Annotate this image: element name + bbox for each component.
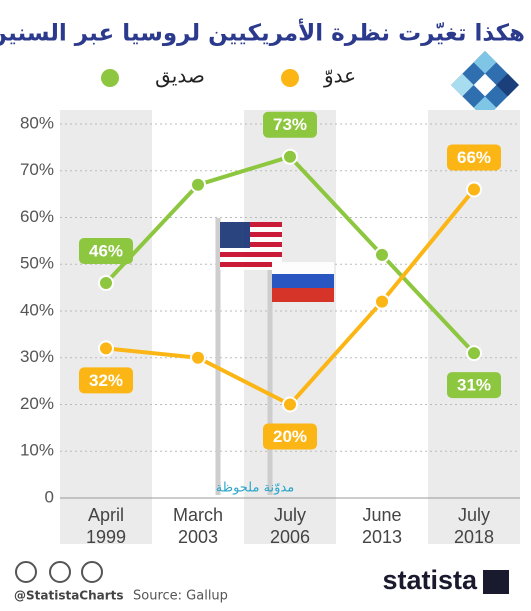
logo (451, 51, 519, 119)
brand-icon (483, 570, 509, 594)
x-tick-label: June 2013 (361, 505, 403, 547)
annotation: مدوّنة ملحوظة (216, 481, 294, 496)
legend-marker (101, 69, 119, 87)
point (374, 246, 390, 263)
x-tick-label: July 2018 (453, 505, 495, 547)
handle: @StatistaCharts (14, 589, 124, 603)
point (98, 340, 114, 357)
data-label: 66% (457, 148, 491, 167)
y-tick-label: 30% (20, 347, 54, 366)
y-tick-label: 20% (20, 394, 54, 413)
x-tick-label: March 2003 (172, 505, 223, 547)
brand: statista (382, 565, 478, 595)
label-box (447, 144, 501, 171)
y-tick-label: 50% (20, 254, 54, 273)
label-box (263, 423, 317, 450)
y-tick-label: 80% (20, 113, 54, 132)
y-tick-label: 70% (20, 160, 54, 179)
legend-marker (281, 69, 299, 87)
legend-label: صديق (155, 64, 205, 88)
data-label: 20% (273, 427, 307, 446)
data-label: 31% (457, 376, 491, 395)
point (190, 349, 206, 366)
y-tick-label: 40% (20, 300, 54, 319)
y-tick-label: 10% (20, 441, 54, 460)
point (374, 293, 390, 310)
label-box (447, 372, 501, 399)
point (282, 148, 298, 165)
band (428, 110, 520, 544)
label-box (263, 111, 317, 138)
flags (215, 218, 334, 495)
point (190, 176, 206, 193)
x-tick-label: July 2006 (269, 505, 311, 547)
footer-icons (15, 561, 103, 583)
data-label: 32% (89, 371, 123, 390)
label-box (79, 367, 133, 394)
label-box (79, 237, 133, 264)
x-tick-label: April 1999 (85, 505, 127, 547)
legend-label: عدوّ (323, 64, 356, 88)
point (466, 181, 482, 198)
point (98, 274, 114, 291)
chart-title: هكذا تغيّرت نظرة الأمريكيين لروسيا عبر ا… (0, 18, 525, 47)
y-tick-label: 60% (20, 207, 54, 226)
data-label: 73% (273, 115, 307, 134)
y-tick-label: 0 (45, 487, 54, 506)
point (466, 345, 482, 362)
band (60, 110, 152, 544)
source: Source: Gallup (133, 589, 228, 604)
data-label: 46% (89, 241, 123, 260)
band (244, 110, 336, 544)
point (282, 396, 298, 413)
